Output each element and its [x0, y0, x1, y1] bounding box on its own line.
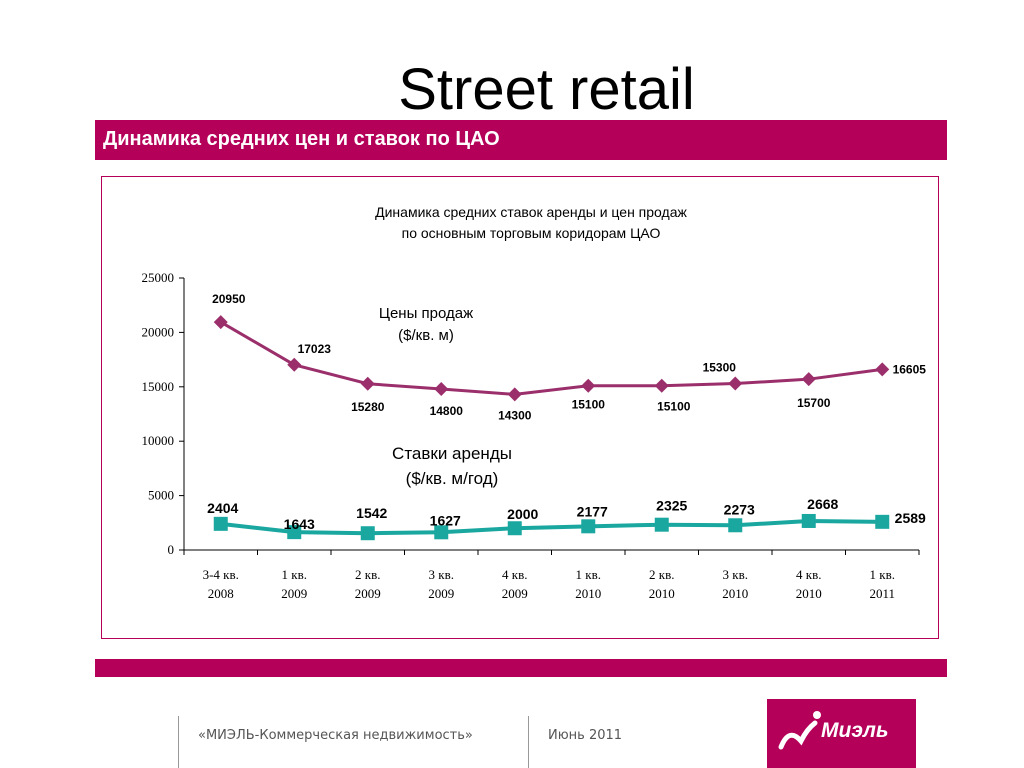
x-tick-label: 2009 — [281, 586, 307, 601]
logo-mark-icon — [778, 711, 821, 750]
data-point-marker — [654, 378, 669, 393]
footer-divider — [528, 716, 529, 768]
y-tick-label: 5000 — [148, 488, 174, 503]
x-tick-label: 2 кв. — [649, 567, 674, 582]
data-label: 15300 — [703, 361, 737, 375]
sales-series-label: Цены продаж — [379, 305, 473, 322]
x-tick-label: 1 кв. — [576, 567, 601, 582]
x-tick-label: 3 кв. — [723, 567, 748, 582]
x-tick-label: 2009 — [428, 586, 454, 601]
data-label: 14800 — [430, 404, 464, 418]
subtitle-band: Динамика средних цен и ставок по ЦАО — [95, 120, 947, 160]
chart-frame: Динамика средних ставок аренды и цен про… — [101, 176, 939, 639]
footer-band — [95, 659, 947, 677]
data-point-marker — [728, 376, 743, 391]
footer-company: «МИЭЛЬ-Коммерческая недвижимость» — [198, 728, 473, 743]
data-label: 1542 — [356, 505, 387, 521]
x-tick-label: 2011 — [869, 586, 895, 601]
footer-date: Июнь 2011 — [548, 728, 623, 743]
data-point-marker — [287, 525, 302, 540]
y-tick-label: 10000 — [142, 433, 175, 448]
company-logo: Миэль — [767, 699, 916, 768]
data-point-marker — [801, 513, 816, 528]
slide-title: Street retail — [398, 57, 695, 122]
data-label: 15100 — [657, 400, 691, 414]
data-point-marker — [875, 362, 890, 377]
data-label: 2273 — [724, 501, 755, 517]
data-label: 2177 — [577, 503, 608, 519]
chart-title-line2: по основным торговым коридорам ЦАО — [402, 225, 661, 241]
series-line — [219, 320, 883, 396]
x-tick-label: 2009 — [355, 586, 381, 601]
data-point-marker — [434, 525, 449, 540]
chart-title-line1: Динамика средних ставок аренды и цен про… — [375, 204, 687, 220]
data-label: 1643 — [284, 516, 315, 532]
data-point-marker — [507, 387, 522, 402]
data-point-marker — [728, 518, 743, 533]
data-point-marker — [581, 519, 596, 534]
data-point-marker — [360, 376, 375, 391]
data-point-marker — [801, 372, 816, 387]
x-tick-label: 4 кв. — [502, 567, 527, 582]
data-label: 2325 — [656, 498, 687, 514]
data-point-marker — [213, 516, 228, 531]
x-tick-label: 1 кв. — [282, 567, 307, 582]
data-point-marker — [507, 521, 522, 536]
x-tick-label: 2008 — [208, 586, 234, 601]
data-point-marker — [875, 514, 890, 529]
data-label: 2000 — [507, 506, 538, 522]
x-tick-label: 4 кв. — [796, 567, 821, 582]
data-point-marker — [213, 315, 228, 330]
x-tick-label: 2010 — [722, 586, 748, 601]
data-label: 16605 — [893, 362, 927, 376]
x-tick-label: 3 кв. — [429, 567, 454, 582]
x-tick-label: 2009 — [502, 586, 528, 601]
data-point-marker — [581, 378, 596, 393]
x-tick-label: 2010 — [575, 586, 601, 601]
data-label: 2668 — [807, 496, 838, 512]
data-point-marker — [434, 381, 449, 396]
y-tick-label: 20000 — [142, 324, 175, 339]
series-line — [220, 518, 883, 536]
rent-series-label: Ставки аренды — [392, 444, 512, 463]
logo-text: Миэль — [821, 719, 889, 742]
x-tick-label: 3-4 кв. — [203, 567, 239, 582]
data-label: 1627 — [430, 512, 461, 528]
data-point-marker — [287, 357, 302, 372]
data-label: 2404 — [207, 500, 238, 516]
x-tick-label: 1 кв. — [870, 567, 895, 582]
data-label: 17023 — [298, 342, 332, 356]
x-tick-label: 2010 — [796, 586, 822, 601]
sales-series-unit: ($/кв. м) — [398, 327, 454, 344]
data-label: 15700 — [797, 396, 831, 410]
data-label: 2589 — [895, 510, 926, 526]
x-tick-label: 2 кв. — [355, 567, 380, 582]
y-tick-label: 25000 — [142, 270, 175, 285]
price-rent-chart: Динамика средних ставок аренды и цен про… — [142, 204, 927, 601]
footer-divider — [178, 716, 179, 768]
rent-series-unit: ($/кв. м/год) — [406, 469, 499, 488]
y-tick-label: 0 — [168, 542, 175, 557]
slide-subtitle: Динамика средних цен и ставок по ЦАО — [103, 128, 500, 150]
data-point-marker — [360, 526, 375, 541]
data-label: 20950 — [212, 292, 246, 306]
data-label: 14300 — [498, 408, 532, 422]
data-label: 15100 — [572, 398, 606, 412]
x-tick-label: 2010 — [649, 586, 675, 601]
data-label: 15280 — [351, 400, 385, 414]
data-point-marker — [654, 517, 669, 532]
y-tick-label: 15000 — [142, 379, 175, 394]
